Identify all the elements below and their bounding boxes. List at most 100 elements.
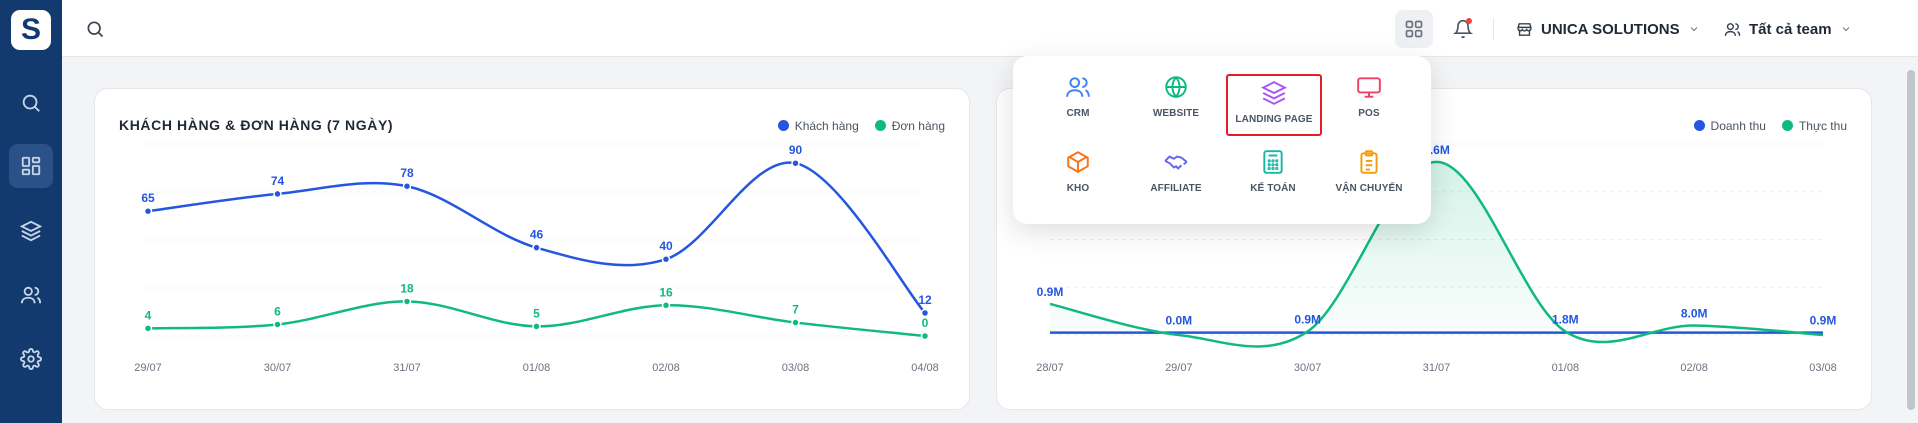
layers-icon xyxy=(20,220,42,242)
sidebar-item-users[interactable] xyxy=(9,273,53,317)
team-label: Tất cả team xyxy=(1749,20,1832,38)
data-label: 40 xyxy=(659,239,673,253)
notifications-button[interactable] xyxy=(1448,14,1478,44)
data-point[interactable] xyxy=(273,189,282,199)
data-point[interactable] xyxy=(920,331,930,341)
data-point[interactable] xyxy=(532,243,541,252)
x-tick-label: 29/07 xyxy=(1165,362,1193,374)
data-label: 0.9M xyxy=(1810,314,1837,328)
data-label: 12 xyxy=(918,293,932,307)
app-accounting[interactable]: KẾ TOÁN xyxy=(1228,149,1318,209)
chart-legend: Khách hàng Đơn hàng xyxy=(777,119,945,133)
x-tick-label: 28/07 xyxy=(1036,362,1064,374)
data-point[interactable] xyxy=(661,301,671,310)
customers-orders-chart: 29/07 30/07 31/07 01/08 02/08 03/08 04/0865747… xyxy=(134,143,939,374)
data-point[interactable] xyxy=(532,322,541,331)
data-point[interactable] xyxy=(920,308,930,318)
chart-title: KHÁCH HÀNG & ĐƠN HÀNG (7 NGÀY) xyxy=(119,117,394,133)
apps-menu-button[interactable] xyxy=(1395,10,1433,48)
x-tick-label: 02/08 xyxy=(1680,362,1708,374)
x-tick-label: 03/08 xyxy=(1809,362,1837,374)
handshake-icon xyxy=(1164,155,1188,170)
data-label: 0.9M xyxy=(1037,285,1064,299)
chevron-down-icon xyxy=(1690,27,1697,32)
data-point[interactable] xyxy=(143,324,153,333)
bell-icon xyxy=(1453,19,1473,39)
apps-menu-popup: CRM WEBSITE LANDING PAGE POS KHO AFFILIA… xyxy=(1013,56,1431,224)
legend-item-revenue[interactable]: Doanh thu xyxy=(1693,119,1766,133)
data-point[interactable] xyxy=(273,320,282,329)
data-label: 0.9M xyxy=(1294,312,1321,326)
data-point[interactable] xyxy=(143,206,153,216)
monitor-icon xyxy=(1357,77,1381,98)
search-icon xyxy=(22,94,40,112)
sidebar-item-search[interactable] xyxy=(9,81,53,125)
series-line xyxy=(1049,160,1824,348)
data-point[interactable] xyxy=(402,181,412,191)
x-tick-label: 31/07 xyxy=(1423,362,1451,374)
users-icon xyxy=(20,286,42,304)
data-label: 74 xyxy=(271,174,285,188)
topbar-divider xyxy=(1493,18,1494,40)
app-affiliate[interactable]: AFFILIATE xyxy=(1131,149,1221,209)
x-tick-label: 29/07 xyxy=(134,362,162,374)
app-logo[interactable]: S xyxy=(11,10,51,50)
team-selector[interactable]: Tất cả team xyxy=(1724,17,1852,41)
scrollbar-thumb[interactable] xyxy=(1907,70,1915,410)
data-label: 5 xyxy=(533,306,540,320)
app-kho[interactable]: KHO xyxy=(1033,149,1123,209)
x-tick-label: 02/08 xyxy=(652,362,680,374)
sidebar-item-settings[interactable] xyxy=(9,337,53,381)
data-point[interactable] xyxy=(791,158,800,168)
data-label: 8.0M xyxy=(1681,306,1708,320)
data-label: 4 xyxy=(145,308,152,322)
app-crm[interactable]: CRM xyxy=(1033,74,1123,134)
data-point[interactable] xyxy=(791,318,800,327)
calculator-icon xyxy=(1263,150,1283,174)
topbar: UNICA SOLUTIONS Tất cả team T xyxy=(62,0,1918,57)
chart-legend: Doanh thu Thực thu xyxy=(1693,119,1847,133)
legend-item-orders[interactable]: Đơn hàng xyxy=(874,119,945,133)
x-tick-label: 01/08 xyxy=(1552,362,1580,374)
org-name: UNICA SOLUTIONS xyxy=(1541,20,1680,38)
app-pos[interactable]: POS xyxy=(1324,74,1414,134)
data-label: 16 xyxy=(659,285,673,299)
data-label: 6 xyxy=(274,304,281,318)
data-label: 78 xyxy=(400,166,414,180)
notification-dot xyxy=(1466,18,1472,24)
data-point[interactable] xyxy=(661,254,671,264)
users-icon xyxy=(1724,22,1741,36)
x-tick-label: 01/08 xyxy=(523,362,551,374)
legend-item-customers[interactable]: Khách hàng xyxy=(777,119,859,133)
sidebar: S xyxy=(0,0,62,423)
x-tick-label: 04/08 xyxy=(911,362,939,374)
store-icon xyxy=(1517,22,1532,36)
data-label: 65 xyxy=(141,191,155,205)
users-icon xyxy=(1066,77,1090,97)
x-tick-label: 30/07 xyxy=(264,362,292,374)
data-label: 0.0M xyxy=(1165,314,1192,328)
data-point[interactable] xyxy=(402,297,412,306)
clipboard-icon xyxy=(1360,150,1378,174)
x-tick-label: 30/07 xyxy=(1294,362,1322,374)
org-selector[interactable]: UNICA SOLUTIONS xyxy=(1516,17,1700,41)
app-landing-page[interactable]: LANDING PAGE xyxy=(1226,74,1322,136)
data-label: 18 xyxy=(400,281,414,295)
box-icon xyxy=(1067,151,1089,173)
grid-icon xyxy=(1405,20,1423,38)
data-label: 7 xyxy=(792,303,799,317)
legend-item-collected[interactable]: Thực thu xyxy=(1781,119,1847,133)
x-tick-label: 03/08 xyxy=(782,362,810,374)
data-label: 46 xyxy=(530,228,544,242)
sidebar-item-dashboard[interactable] xyxy=(9,144,53,188)
data-label: 0 xyxy=(922,316,929,330)
app-shipping[interactable]: VẬN CHUYỂN xyxy=(1324,149,1414,209)
top-search-button[interactable] xyxy=(82,16,108,42)
page-scrollbar[interactable] xyxy=(1904,57,1918,423)
sidebar-item-layers[interactable] xyxy=(9,209,53,253)
series-area xyxy=(1050,161,1823,347)
x-tick-label: 31/07 xyxy=(393,362,421,374)
app-website[interactable]: WEBSITE xyxy=(1131,74,1221,134)
customers-orders-card: KHÁCH HÀNG & ĐƠN HÀNG (7 NGÀY) Khách hàn… xyxy=(94,88,970,410)
data-label: 1.8M xyxy=(1552,312,1579,326)
